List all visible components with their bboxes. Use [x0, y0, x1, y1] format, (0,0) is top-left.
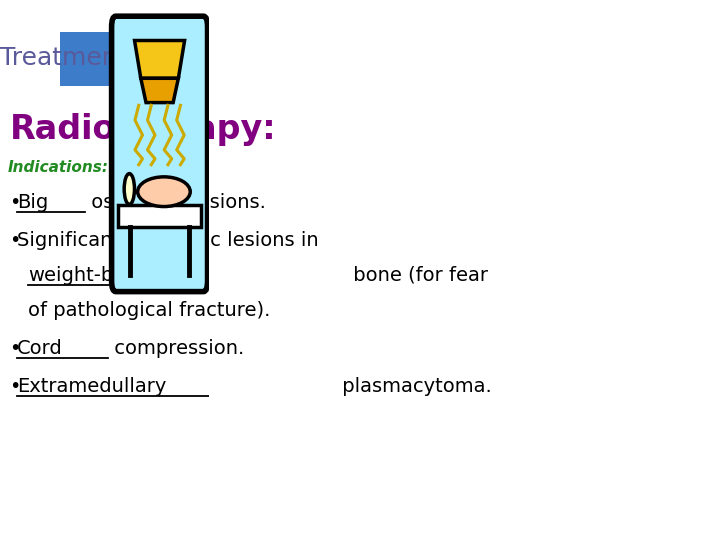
- Text: Extramedullary: Extramedullary: [17, 376, 166, 396]
- Text: compression.: compression.: [108, 339, 244, 358]
- Ellipse shape: [124, 174, 135, 204]
- Text: Big: Big: [17, 193, 48, 212]
- Text: •: •: [9, 339, 21, 358]
- FancyBboxPatch shape: [60, 32, 150, 86]
- Text: Indications:: Indications:: [8, 160, 109, 175]
- Text: Radiotherapy:: Radiotherapy:: [9, 113, 276, 146]
- Text: of pathological fracture).: of pathological fracture).: [28, 301, 271, 320]
- Polygon shape: [135, 40, 184, 78]
- Text: •: •: [9, 193, 21, 212]
- FancyBboxPatch shape: [118, 205, 202, 227]
- Text: Treatment of MM: Treatment of MM: [0, 46, 211, 70]
- FancyBboxPatch shape: [112, 16, 207, 292]
- Text: •: •: [9, 231, 21, 250]
- Ellipse shape: [138, 177, 190, 206]
- Text: weight-bearing: weight-bearing: [28, 266, 176, 285]
- Text: Significant osteolytic lesions in: Significant osteolytic lesions in: [17, 231, 318, 250]
- Text: bone (for fear: bone (for fear: [347, 266, 488, 285]
- Text: •: •: [9, 376, 21, 396]
- Polygon shape: [141, 78, 179, 103]
- Text: osteolytic lesions.: osteolytic lesions.: [85, 193, 266, 212]
- Text: plasmacytoma.: plasmacytoma.: [336, 376, 491, 396]
- Text: Cord: Cord: [17, 339, 63, 358]
